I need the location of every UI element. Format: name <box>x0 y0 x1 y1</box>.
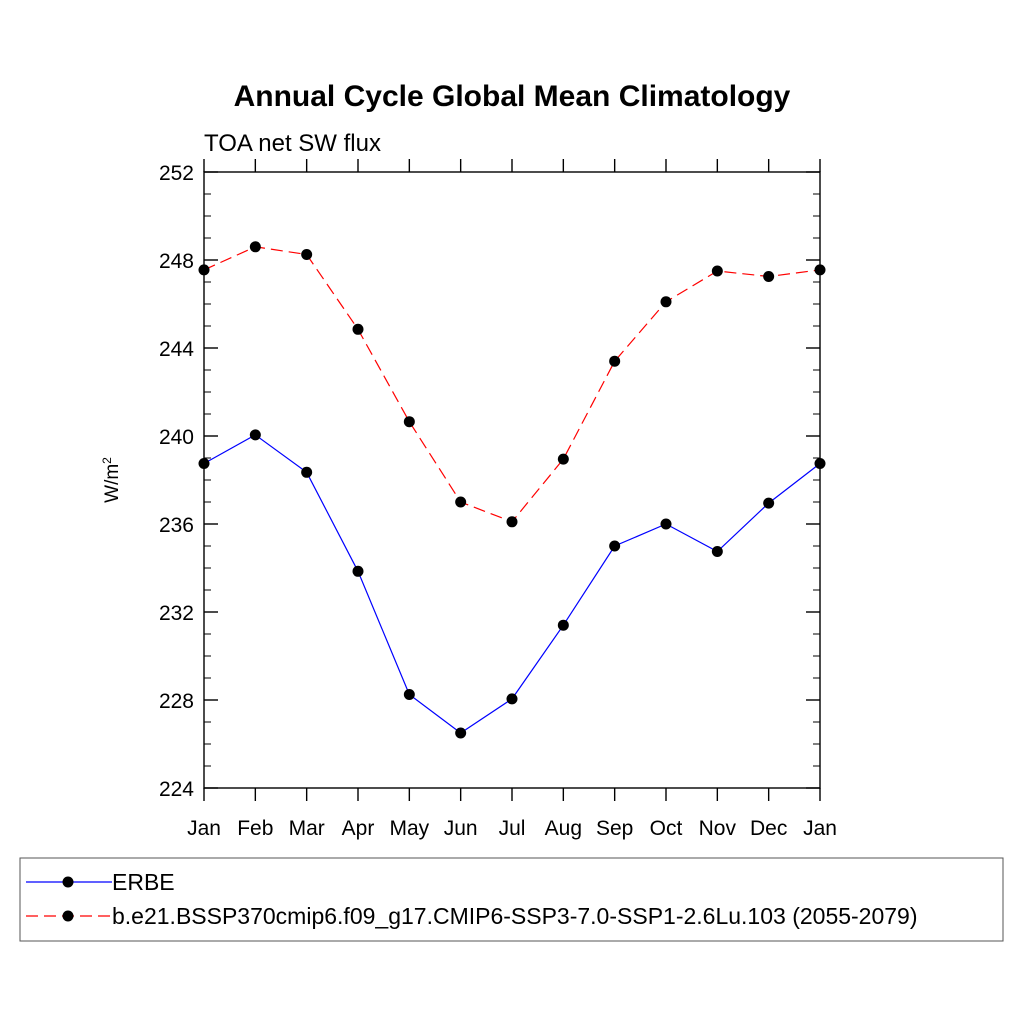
y-axis-label-superscript: 2 <box>100 457 114 464</box>
series-1-point <box>352 323 364 335</box>
x-tick-label: Sep <box>596 817 633 840</box>
series-1-point <box>660 296 672 308</box>
chart-title: Annual Cycle Global Mean Climatology <box>234 80 791 113</box>
series-0-point <box>506 693 518 705</box>
y-tick-label: 232 <box>159 602 194 625</box>
y-tick-label: 228 <box>159 690 194 713</box>
series-1-point <box>814 264 826 276</box>
x-tick-label: Mar <box>289 817 325 840</box>
series-1-point <box>557 453 569 465</box>
series-line-0 <box>203 434 821 734</box>
y-tick-label: 224 <box>159 778 194 801</box>
series-1-point <box>763 271 775 282</box>
x-tick-label: Jul <box>499 817 526 840</box>
series-0-point <box>301 466 313 478</box>
series-line-1 <box>203 246 821 523</box>
series-0-point <box>455 727 467 739</box>
legend-label-0: ERBE <box>112 869 175 895</box>
series-1-point <box>249 241 261 253</box>
series-1-point <box>198 264 210 276</box>
x-tick-label: May <box>389 817 429 840</box>
x-tick-label: Oct <box>650 817 683 840</box>
x-tick-label: Jun <box>444 817 478 840</box>
series-0-point <box>352 565 364 577</box>
series-0-point <box>763 497 775 509</box>
series-0-point <box>557 619 569 631</box>
x-tick-label: Jan <box>803 817 837 840</box>
legend-marker-0 <box>62 876 74 888</box>
y-tick-label: 236 <box>159 514 194 537</box>
y-tick-labels: 224 228 232 236 240 244 248 252 <box>159 162 194 801</box>
series-1-point <box>455 496 467 508</box>
legend-box <box>19 857 1004 942</box>
series-1-point <box>506 516 518 528</box>
series-0-point <box>660 518 672 530</box>
series-layer <box>198 241 826 739</box>
series-0-point <box>814 458 826 469</box>
y-tick-label: 244 <box>159 338 194 361</box>
x-tick-label: Nov <box>699 817 737 840</box>
series-0-point <box>711 546 723 557</box>
series-0-point <box>198 458 210 469</box>
x-tick-label: Jan <box>187 817 221 840</box>
y-axis-label-base: W/m <box>102 464 123 503</box>
x-tick-labels: Jan Feb Mar Apr May Jun Jul Aug Sep Oct Nov Dec Jan <box>187 817 837 840</box>
legend: ERBE b.e21.BSSP370cmip6.f09_g17.CMIP6-SSP… <box>26 869 918 929</box>
series-1-point <box>301 249 313 260</box>
series-1-point <box>609 355 621 367</box>
axis-ticks <box>203 159 821 801</box>
series-0-point <box>249 429 261 441</box>
x-tick-label: Aug <box>545 817 582 840</box>
y-axis-label: W/m2 <box>100 457 123 503</box>
y-tick-label: 248 <box>159 250 194 273</box>
x-tick-label: Dec <box>750 817 787 840</box>
series-1-point <box>403 416 415 428</box>
legend-label-1: b.e21.BSSP370cmip6.f09_g17.CMIP6-SSP3-7.… <box>112 903 918 929</box>
series-0-point <box>403 689 415 700</box>
series-1-point <box>711 265 723 277</box>
y-tick-label: 252 <box>159 162 194 185</box>
y-tick-label: 240 <box>159 426 194 449</box>
chart-subtitle: TOA net SW flux <box>204 130 381 157</box>
legend-marker-1 <box>62 910 74 922</box>
series-0-point <box>609 540 621 552</box>
x-tick-label: Feb <box>237 817 273 840</box>
x-tick-label: Apr <box>342 817 375 840</box>
